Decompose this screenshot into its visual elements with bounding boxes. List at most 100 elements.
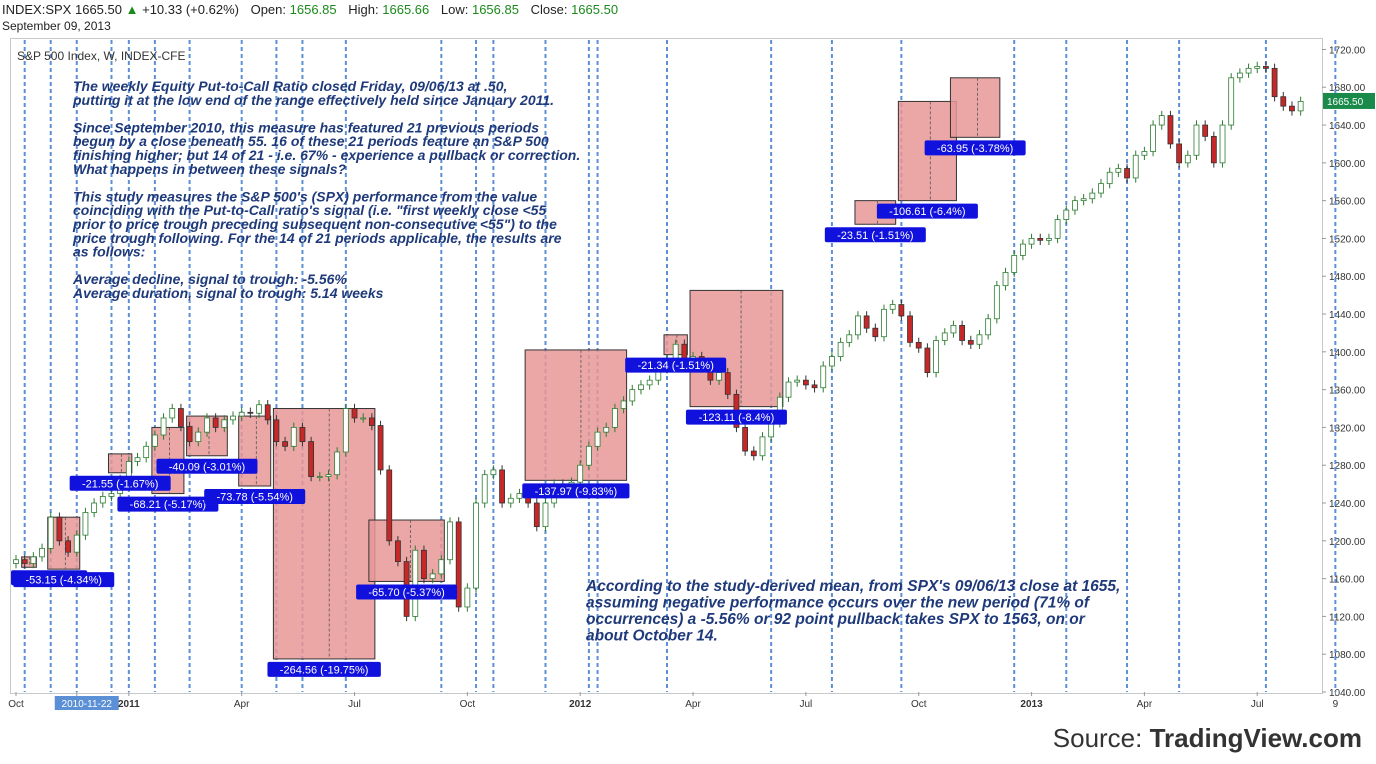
trough-label: -21.34 (-1.51%) (637, 360, 713, 372)
trough-label: -137.97 (-9.83%) (535, 486, 618, 498)
candle (1263, 66, 1269, 69)
low-label: Low: (440, 2, 469, 17)
y-tick-label: 1720.00 (1329, 45, 1366, 56)
trough-label-badge (522, 483, 630, 499)
annotation-top-line: putting it at the low end of the range e… (72, 92, 554, 108)
candle (1046, 238, 1052, 241)
candle (1028, 238, 1035, 245)
candle (368, 417, 375, 426)
candle (1072, 200, 1078, 211)
y-tick-label: 1320.00 (1329, 423, 1366, 434)
source-brand[interactable]: TradingView.com (1149, 723, 1362, 753)
candle (264, 404, 271, 421)
annotation-top-line: Average decline, signal to trough: -5.56… (72, 271, 347, 287)
annotation-top-line: price trough following. For the 14 of 21… (72, 230, 562, 246)
candle (230, 415, 236, 421)
y-tick-label: 1520.00 (1329, 234, 1366, 245)
candle (481, 474, 488, 504)
trough-label-badge (156, 458, 258, 474)
candle (629, 389, 636, 402)
candle (603, 427, 610, 433)
candle (1150, 124, 1156, 152)
y-tick-label: 1440.00 (1329, 310, 1366, 321)
candle (212, 417, 219, 428)
x-tick-label: 2012 (569, 699, 592, 710)
candle (716, 372, 722, 381)
candle (82, 512, 89, 536)
candle (1176, 143, 1183, 164)
x-tick-label: 2013 (1020, 699, 1043, 710)
symbol-name[interactable]: INDEX:SPX (2, 2, 72, 17)
trough-label-badge (117, 496, 219, 512)
source-prefix: Source: (1052, 723, 1150, 753)
candle (1089, 192, 1096, 200)
candle (464, 587, 471, 608)
candle (30, 556, 37, 564)
candle (1037, 238, 1044, 241)
x-tick-label: Apr (685, 699, 701, 710)
candle (802, 379, 809, 386)
close-value: 1665.50 (571, 2, 619, 17)
candle (360, 417, 367, 420)
candle (1245, 67, 1252, 74)
y-tick-label: 1160.00 (1329, 575, 1365, 586)
candle (1236, 72, 1243, 79)
annotation-top-line: The weekly Equity Put-to-Call Ratio clos… (73, 78, 507, 94)
candle (1228, 77, 1235, 126)
candle (959, 324, 966, 341)
x-tick-label: Jul (799, 699, 812, 710)
candle (846, 334, 853, 343)
trough-label: -63.95 (-3.78%) (937, 143, 1013, 155)
candle (872, 327, 879, 338)
annotation-top-line: Average duration, signal to trough: 5.14… (72, 285, 384, 301)
candle (160, 417, 167, 436)
trough-label-badge (685, 409, 787, 425)
last-price-badge (1323, 92, 1375, 109)
candle (299, 427, 306, 442)
candle (134, 457, 141, 462)
candle (186, 426, 193, 442)
candle (204, 417, 210, 433)
candle (907, 315, 913, 343)
trough-box (689, 289, 784, 408)
candle (256, 404, 262, 414)
candle (282, 441, 288, 447)
source-credit: Source: TradingView.com (1053, 723, 1362, 754)
candle (377, 425, 384, 471)
candle (151, 434, 158, 447)
annotation-bottom-line: assuming negative performance occurs ove… (586, 595, 1091, 612)
trough-label: -73.78 (-5.54%) (216, 492, 292, 504)
x-tick-label: Apr (1137, 699, 1153, 710)
candle (1158, 115, 1165, 126)
x-tick-label: 2011 (118, 699, 140, 710)
trough-label-badge (876, 203, 978, 219)
candle (447, 521, 453, 561)
candle (759, 436, 766, 457)
candle (1202, 124, 1209, 137)
candle (967, 340, 974, 345)
candle (169, 408, 176, 419)
candle (342, 408, 349, 453)
annotation-top-line: Since September 2010, this measure has f… (73, 119, 539, 135)
y-tick-label: 1120.00 (1329, 612, 1365, 623)
candle (273, 419, 280, 442)
candle (794, 379, 801, 383)
annotation-top-line: This study measures the S&P 500's (SPX) … (73, 188, 537, 204)
trough-label: -68.21 (-5.17%) (130, 499, 206, 511)
candle (473, 502, 479, 589)
candle (238, 411, 245, 417)
annotation-bottom-line: occurrences) a -5.56% or 92 point pullba… (586, 611, 1086, 628)
candle (933, 340, 939, 374)
trough-label-badge (69, 475, 171, 491)
candle (542, 502, 549, 528)
candle (1167, 115, 1174, 145)
candle (993, 285, 1000, 320)
candle (421, 549, 427, 580)
annotation-top-line: What happens in between these signals? (73, 161, 346, 177)
candle (195, 431, 202, 442)
annotation-bottom-line: about October 14. (586, 628, 718, 645)
candle (585, 445, 592, 466)
y-tick-label: 1400.00 (1329, 348, 1366, 359)
candle (455, 521, 462, 608)
